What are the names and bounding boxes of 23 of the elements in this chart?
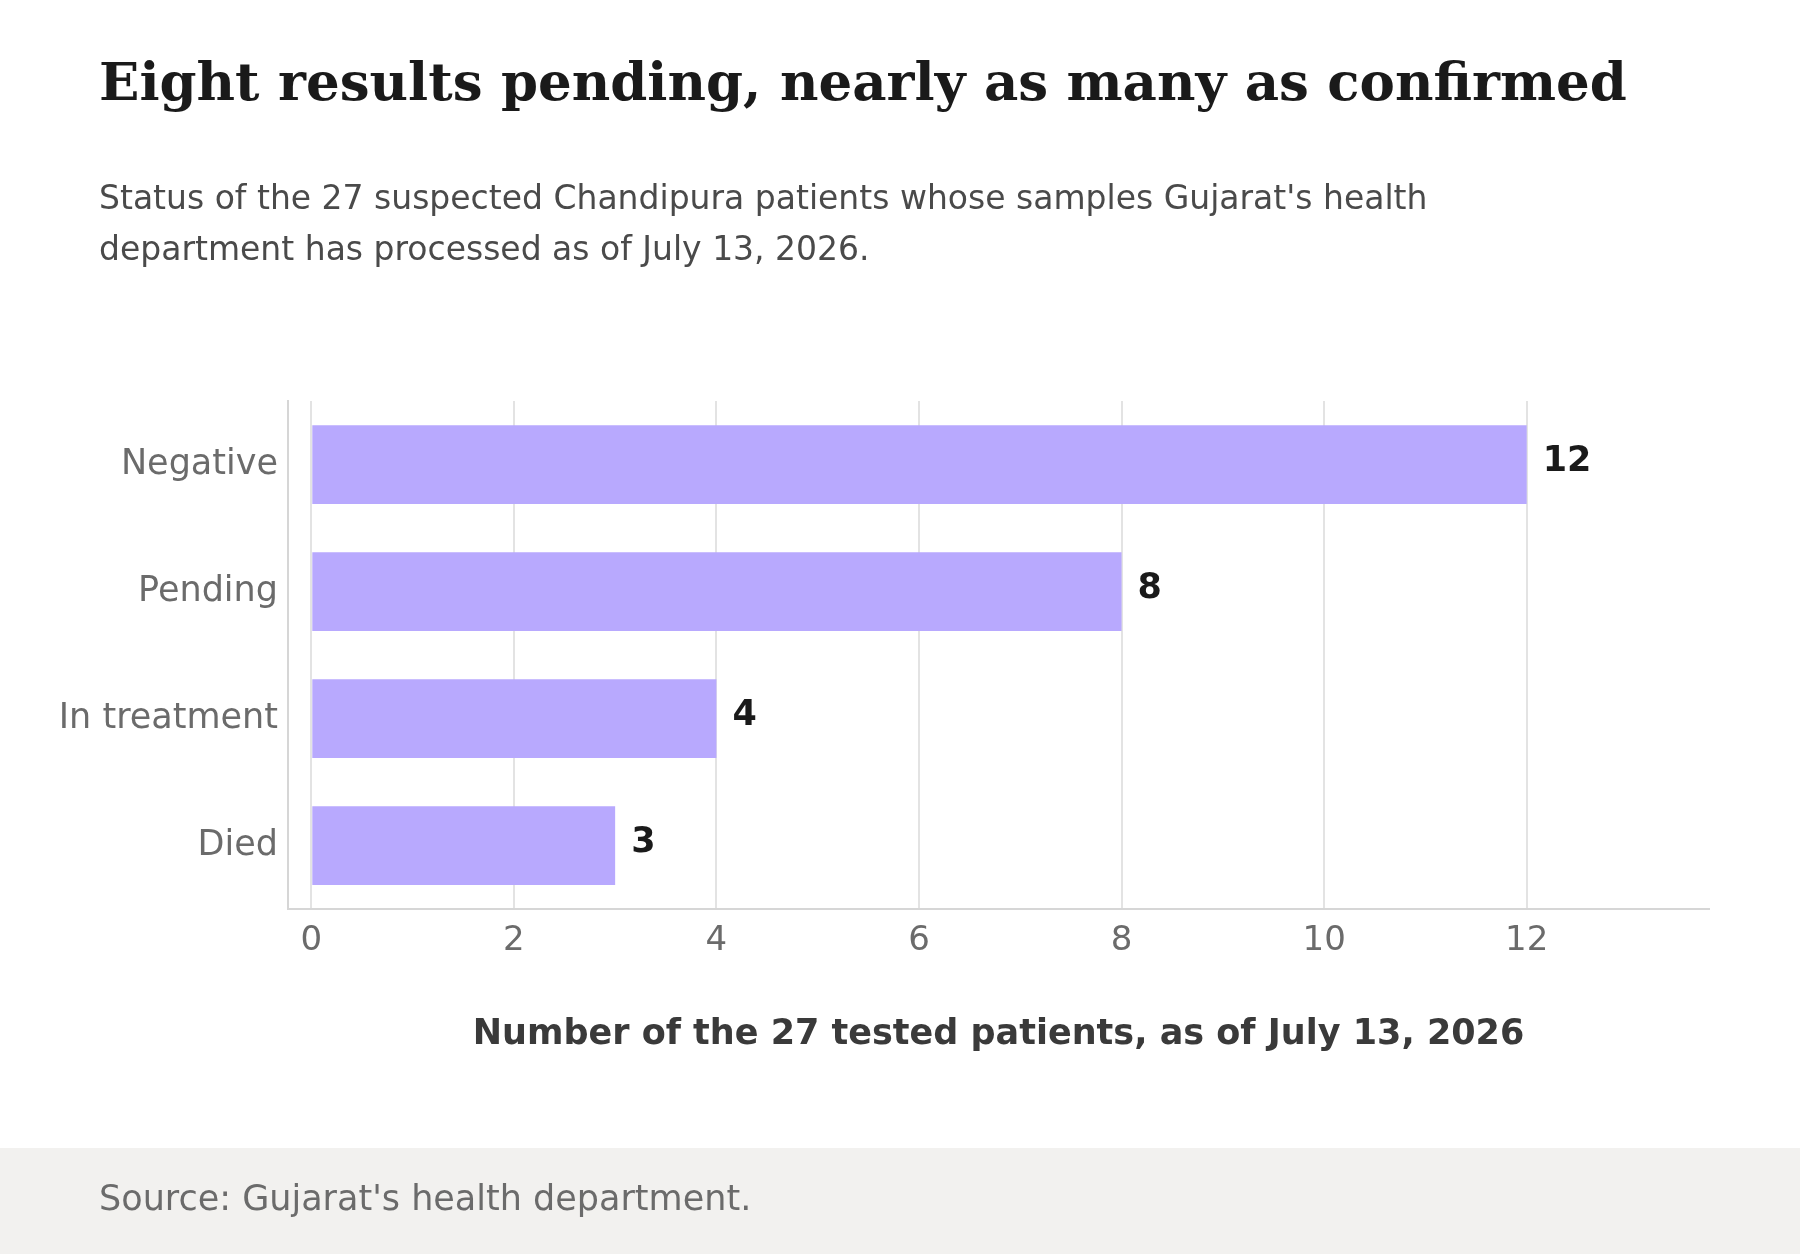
bar [312,552,1122,631]
x-tick-label: 0 [300,918,323,959]
chart-subtitle: Status of the 27 suspected Chandipura patients whose samples Gujarat's health department has processed as of July 13, 2026. [99,177,1429,270]
x-tick-label: 8 [1110,918,1133,959]
source-note: Source: Gujarat's health department. [99,1178,752,1218]
x-tick-label: 2 [503,918,525,959]
bar [312,679,717,759]
x-axis-title: Number of the 27 tested patients, as of July 13, 2026 [472,1012,1525,1053]
data-label: 8 [1137,565,1162,606]
y-tick-label: Negative [120,441,278,482]
bar [312,806,616,886]
x-tick-label: 4 [705,918,728,959]
data-label: 4 [732,692,757,733]
data-label: 3 [631,819,656,860]
y-tick-label: Pending [138,568,278,609]
data-label: 12 [1542,438,1592,479]
y-tick-label: In treatment [58,695,278,736]
chart-title: Eight results pending, nearly as many as confirmed [99,50,1627,112]
y-tick-label: Died [197,822,278,863]
x-tick-label: 6 [908,918,930,959]
x-tick-label: 12 [1505,918,1549,959]
x-tick-label: 10 [1302,918,1346,959]
bar [312,425,1527,504]
